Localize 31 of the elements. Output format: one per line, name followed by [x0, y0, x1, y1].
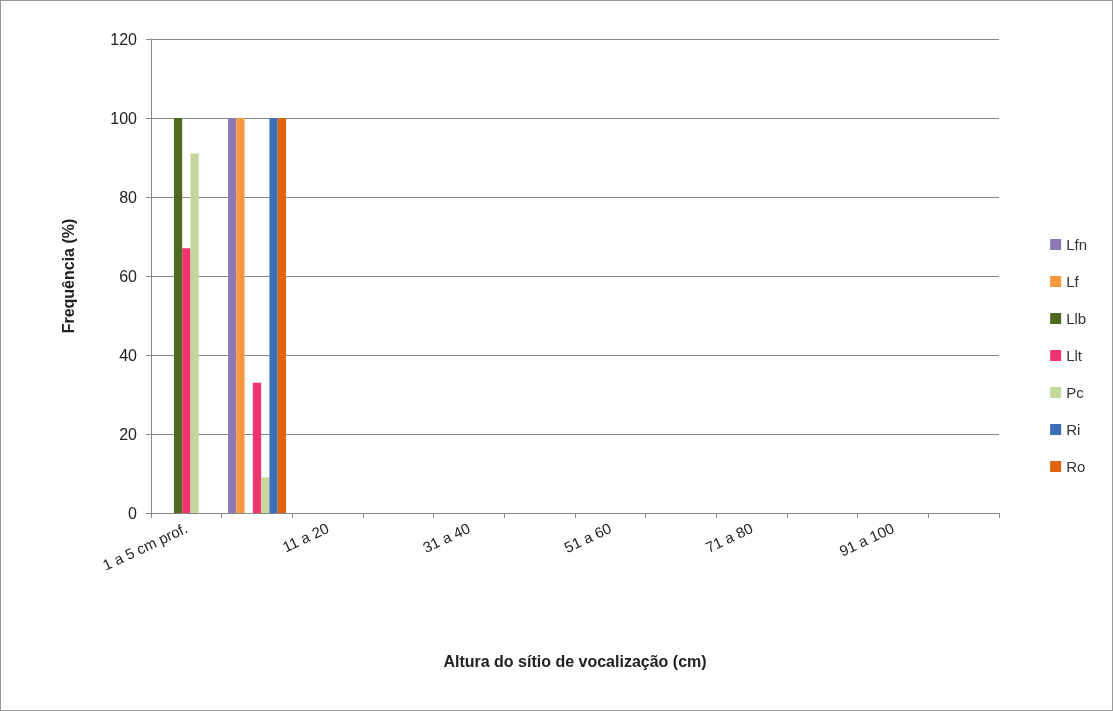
bar [173, 118, 183, 513]
y-tick-label: 60 [119, 267, 138, 285]
x-tick-label: 1 a 5 cm prof. [99, 519, 190, 574]
bar [261, 477, 270, 513]
legend-label: Ro [1066, 458, 1086, 475]
bar [182, 248, 191, 513]
y-tick-label: 20 [119, 425, 138, 443]
y-tick-label: 0 [128, 504, 138, 522]
x-tick-label: 91 a 100 [836, 519, 897, 560]
bar [228, 118, 237, 513]
x-tick-label: 31 a 40 [420, 519, 473, 556]
x-tick-label: 11 a 20 [279, 519, 332, 556]
x-tick-label: 71 a 80 [702, 519, 756, 556]
y-tick-label: 40 [119, 346, 138, 364]
legend-label: Pc [1066, 384, 1085, 401]
x-tick-label: 51 a 60 [561, 519, 614, 556]
bar [269, 118, 278, 513]
bar [190, 153, 199, 513]
y-tick-label: 80 [119, 188, 138, 206]
y-axis-title: Frequência (%) [59, 218, 77, 334]
y-tick-label: 100 [110, 109, 138, 127]
legend-label: Llb [1066, 310, 1087, 327]
legend-label: Lfn [1066, 236, 1088, 253]
x-axis-title: Altura do sítio de vocalização (cm) [443, 652, 707, 670]
legend-label: Lf [1066, 273, 1080, 290]
legend-label: Ri [1066, 421, 1081, 438]
y-tick-label: 120 [110, 30, 138, 48]
bar [277, 118, 286, 513]
legend-label: Llt [1066, 347, 1083, 364]
bar [252, 382, 262, 513]
bar [236, 118, 245, 513]
